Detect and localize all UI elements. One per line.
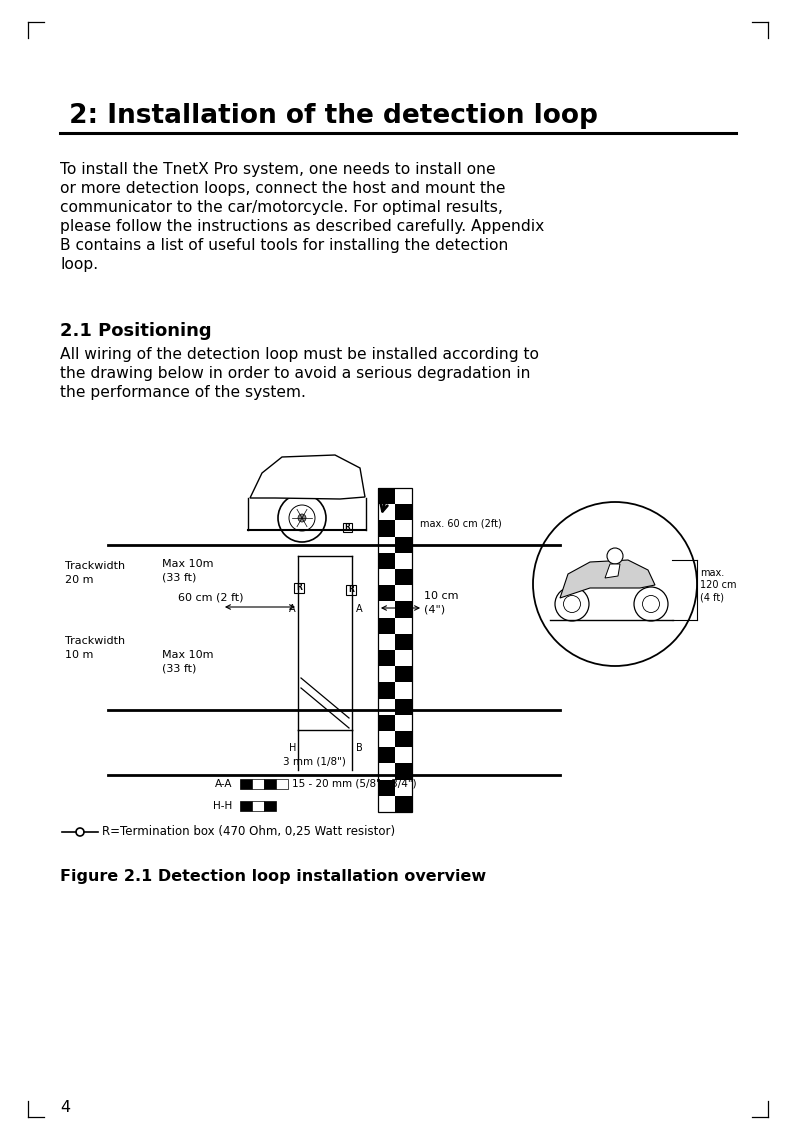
- Circle shape: [607, 548, 623, 564]
- Polygon shape: [250, 454, 365, 499]
- Text: B contains a list of useful tools for installing the detection: B contains a list of useful tools for in…: [60, 238, 509, 253]
- Text: please follow the instructions as described carefully. Appendix: please follow the instructions as descri…: [60, 219, 544, 233]
- Bar: [395, 505, 412, 521]
- Bar: [395, 487, 412, 505]
- Bar: [342, 523, 352, 532]
- Bar: [378, 682, 395, 698]
- Text: Max 10m
(33 ft): Max 10m (33 ft): [162, 559, 213, 583]
- Bar: [378, 763, 395, 779]
- Circle shape: [278, 494, 326, 542]
- Text: R=Termination box (470 Ohm, 0,25 Watt resistor): R=Termination box (470 Ohm, 0,25 Watt re…: [102, 826, 395, 838]
- Bar: [240, 801, 252, 811]
- Circle shape: [76, 828, 84, 836]
- Bar: [252, 779, 264, 789]
- Bar: [378, 715, 395, 731]
- Circle shape: [642, 596, 660, 613]
- Polygon shape: [560, 560, 655, 598]
- Bar: [378, 796, 395, 812]
- Bar: [378, 505, 395, 521]
- Bar: [395, 715, 412, 731]
- Circle shape: [298, 514, 306, 522]
- Circle shape: [289, 505, 315, 531]
- Circle shape: [555, 587, 589, 621]
- Bar: [378, 731, 395, 747]
- Circle shape: [564, 596, 580, 613]
- Bar: [378, 747, 395, 763]
- Text: the performance of the system.: the performance of the system.: [60, 385, 306, 400]
- Bar: [276, 779, 288, 789]
- Bar: [378, 552, 395, 570]
- Text: 3 mm (1/8"): 3 mm (1/8"): [283, 757, 346, 767]
- Text: or more detection loops, connect the host and mount the: or more detection loops, connect the hos…: [60, 181, 505, 196]
- Polygon shape: [605, 564, 620, 577]
- Text: 15 - 20 mm (5/8" - 3/4"): 15 - 20 mm (5/8" - 3/4"): [292, 779, 416, 789]
- Bar: [395, 731, 412, 747]
- Text: A: A: [289, 604, 295, 614]
- Bar: [378, 617, 395, 633]
- Bar: [395, 570, 412, 585]
- Bar: [378, 601, 395, 617]
- Bar: [378, 536, 395, 552]
- Bar: [294, 583, 304, 593]
- Text: B: B: [356, 743, 362, 753]
- Text: 4: 4: [60, 1100, 70, 1115]
- Bar: [395, 521, 412, 536]
- Text: Figure 2.1 Detection loop installation overview: Figure 2.1 Detection loop installation o…: [60, 869, 486, 884]
- Text: Max 10m
(33 ft): Max 10m (33 ft): [162, 650, 213, 673]
- Text: max. 60 cm (2ft): max. 60 cm (2ft): [420, 518, 501, 528]
- Text: H-H: H-H: [213, 801, 232, 811]
- Text: 60 cm (2 ft): 60 cm (2 ft): [178, 592, 244, 603]
- Bar: [395, 682, 412, 698]
- Bar: [395, 601, 412, 617]
- Text: R: R: [344, 523, 350, 532]
- Bar: [395, 796, 412, 812]
- Bar: [395, 585, 412, 601]
- Circle shape: [533, 502, 697, 666]
- Text: Trackwidth
10 m: Trackwidth 10 m: [65, 637, 125, 659]
- Text: To install the TnetX Pro system, one needs to install one: To install the TnetX Pro system, one nee…: [60, 162, 496, 177]
- Text: A: A: [356, 604, 362, 614]
- Bar: [378, 698, 395, 715]
- Bar: [395, 747, 412, 763]
- Bar: [378, 633, 395, 650]
- Bar: [395, 617, 412, 633]
- Bar: [395, 779, 412, 796]
- Bar: [240, 779, 252, 789]
- Text: R: R: [348, 585, 354, 595]
- Text: All wiring of the detection loop must be installed according to: All wiring of the detection loop must be…: [60, 347, 539, 362]
- Bar: [264, 801, 276, 811]
- Text: 2.1 Positioning: 2.1 Positioning: [60, 322, 212, 341]
- Text: 2: Installation of the detection loop: 2: Installation of the detection loop: [60, 103, 598, 129]
- Text: H: H: [289, 743, 297, 753]
- Bar: [378, 487, 412, 812]
- Text: 10 cm
(4"): 10 cm (4"): [424, 591, 458, 615]
- Bar: [378, 570, 395, 585]
- Bar: [252, 801, 264, 811]
- Bar: [378, 779, 395, 796]
- Text: loop.: loop.: [60, 257, 98, 272]
- Text: communicator to the car/motorcycle. For optimal results,: communicator to the car/motorcycle. For …: [60, 200, 503, 215]
- Bar: [395, 633, 412, 650]
- Text: the drawing below in order to avoid a serious degradation in: the drawing below in order to avoid a se…: [60, 366, 530, 382]
- Bar: [378, 585, 395, 601]
- Bar: [395, 552, 412, 570]
- Bar: [395, 536, 412, 552]
- Bar: [378, 650, 395, 666]
- Bar: [264, 779, 276, 789]
- Bar: [346, 585, 356, 595]
- Bar: [395, 698, 412, 715]
- Text: Trackwidth
20 m: Trackwidth 20 m: [65, 562, 125, 584]
- Bar: [378, 666, 395, 682]
- Text: R: R: [296, 583, 302, 592]
- Circle shape: [634, 587, 668, 621]
- Bar: [378, 521, 395, 536]
- Text: A-A: A-A: [214, 779, 232, 789]
- Text: max.
120 cm
(4 ft): max. 120 cm (4 ft): [700, 567, 736, 603]
- Bar: [395, 666, 412, 682]
- Bar: [395, 763, 412, 779]
- Bar: [395, 650, 412, 666]
- Bar: [378, 487, 395, 505]
